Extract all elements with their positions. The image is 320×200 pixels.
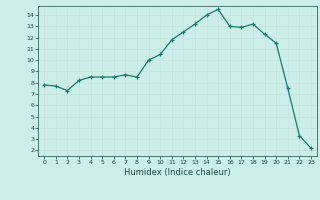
X-axis label: Humidex (Indice chaleur): Humidex (Indice chaleur) [124,168,231,177]
